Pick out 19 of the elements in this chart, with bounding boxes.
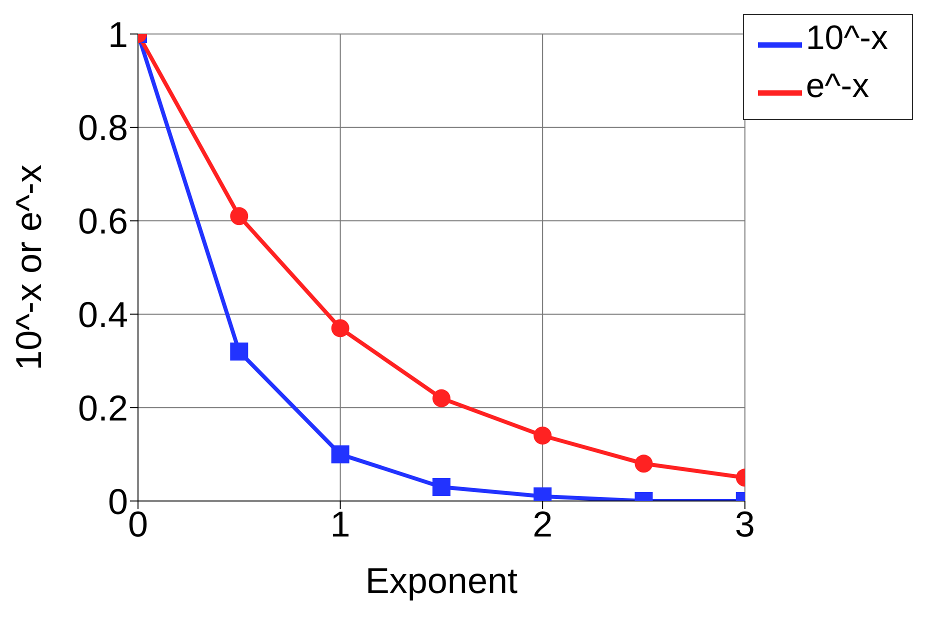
y-tick-label: 1 xyxy=(108,14,128,55)
y-tick-label: 0.8 xyxy=(78,107,128,148)
x-tick-label: 1 xyxy=(330,504,350,545)
y-tick-label: 0.4 xyxy=(78,294,128,335)
point xyxy=(432,389,450,408)
x-tick-label: 2 xyxy=(532,504,553,545)
x-tick-label: 3 xyxy=(734,504,755,545)
y-tick-label: 0.2 xyxy=(78,387,128,428)
point xyxy=(331,445,350,464)
point xyxy=(432,478,450,496)
y-tick-label: 0.6 xyxy=(78,200,128,242)
y-axis-title: 10^-x or e^-x xyxy=(8,164,49,370)
point xyxy=(331,319,350,338)
point xyxy=(230,342,248,361)
point xyxy=(634,454,653,473)
legend-label: e^-x xyxy=(806,66,870,105)
legend-label: 10^-x xyxy=(806,19,888,57)
x-axis-title: Exponent xyxy=(365,560,518,601)
point xyxy=(534,426,552,445)
